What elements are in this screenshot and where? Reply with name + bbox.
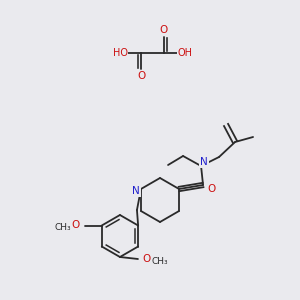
Text: O: O	[207, 184, 215, 194]
Text: N: N	[132, 186, 140, 196]
Text: HO: HO	[112, 48, 128, 58]
Text: O: O	[160, 25, 168, 35]
Text: N: N	[200, 157, 208, 167]
Text: OH: OH	[178, 48, 193, 58]
Text: O: O	[137, 71, 145, 81]
Text: CH₃: CH₃	[54, 223, 71, 232]
Text: CH₃: CH₃	[152, 256, 168, 266]
Text: O: O	[72, 220, 80, 230]
Text: O: O	[143, 254, 151, 264]
